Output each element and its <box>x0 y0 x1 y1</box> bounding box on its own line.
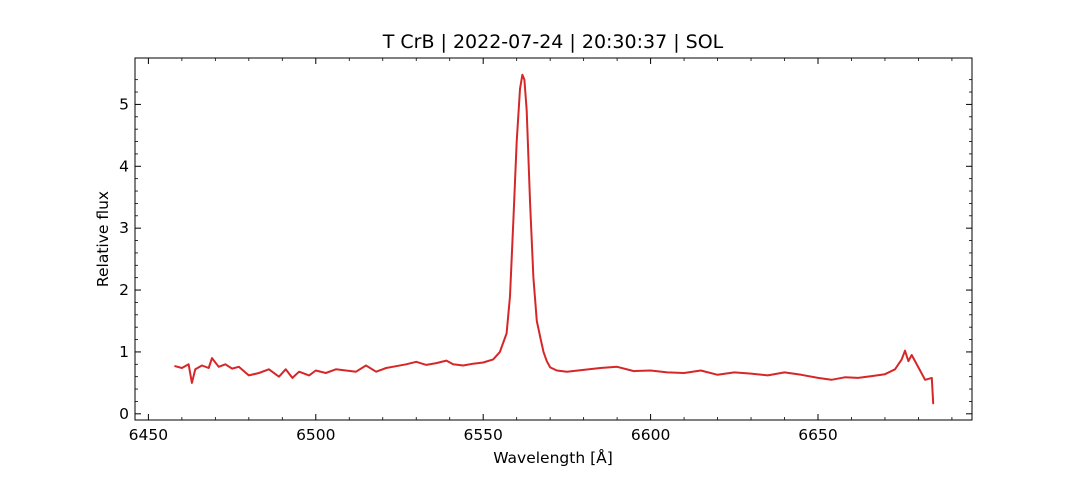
y-tick-label: 0 <box>119 405 129 423</box>
y-tick-label: 5 <box>119 95 129 113</box>
x-tick-label: 6550 <box>463 426 502 444</box>
spectrum-series-line <box>174 73 935 405</box>
x-tick-label: 6450 <box>129 426 168 444</box>
x-tick-label: 6600 <box>631 426 670 444</box>
plot-frame <box>134 57 973 421</box>
y-axis-label: Relative flux <box>94 191 112 287</box>
y-tick-label: 2 <box>119 281 129 299</box>
y-axis: 0 1 2 3 4 5 <box>119 79 972 423</box>
series-layer <box>174 73 935 405</box>
y-tick-label: 3 <box>119 219 129 237</box>
chart-title: T CrB | 2022-07-24 | 20:30:37 | SOL <box>382 31 724 53</box>
y-tick-label: 1 <box>119 343 129 361</box>
x-axis-label: Wavelength [Å] <box>493 448 613 467</box>
x-axis: 6450 6500 6550 6600 6650 <box>129 58 953 444</box>
x-tick-label: 6650 <box>798 426 837 444</box>
y-tick-label: 4 <box>119 157 129 175</box>
x-tick-label: 6500 <box>296 426 335 444</box>
